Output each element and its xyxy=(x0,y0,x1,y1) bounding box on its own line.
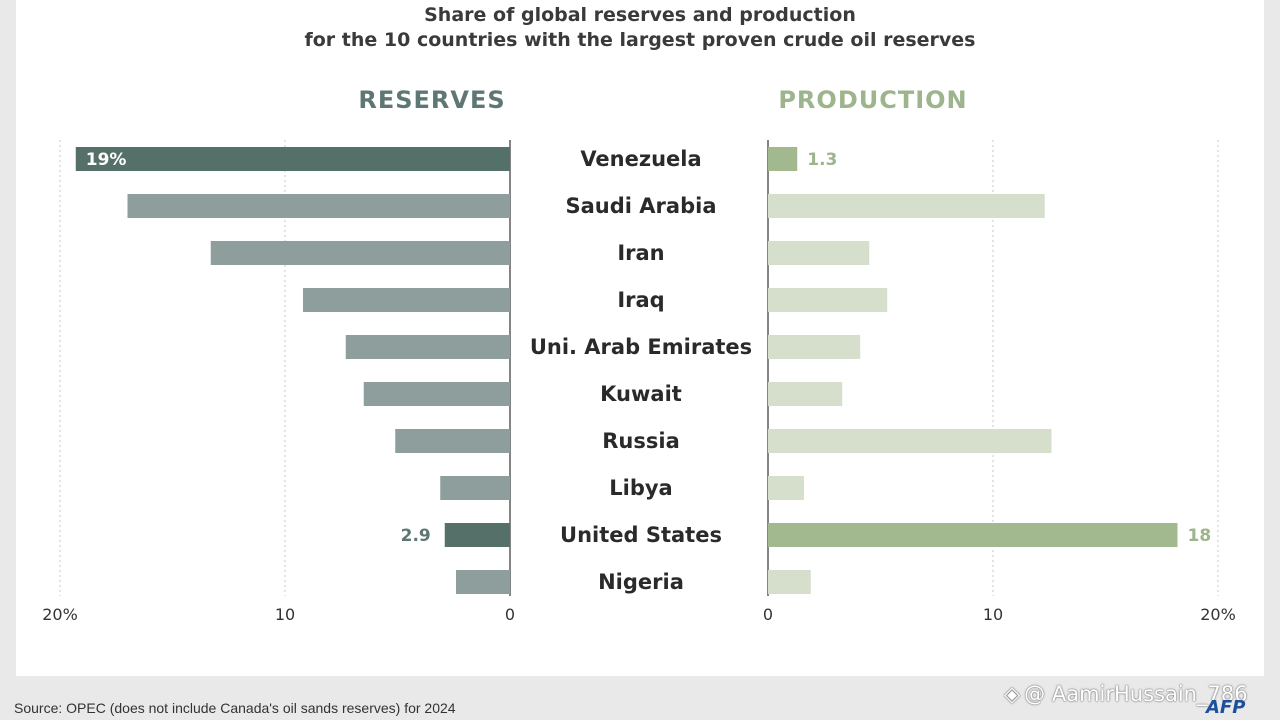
production-bar-united-states xyxy=(768,523,1178,547)
reserves-tick-1: 10 xyxy=(275,605,295,624)
chart-title-line-2: for the 10 countries with the largest pr… xyxy=(304,29,976,51)
reserves-bar-libya xyxy=(440,476,510,500)
category-label-russia: Russia xyxy=(602,429,680,453)
watermark: ◈ @ AamirHussain_786 xyxy=(1004,682,1248,706)
category-label-venezuela: Venezuela xyxy=(580,147,701,171)
reserves-bar-iran xyxy=(210,241,510,265)
production-tick-2: 20% xyxy=(1200,605,1236,624)
chart-plot: RESERVES PRODUCTION Venezuela Saudi Arabia I… xyxy=(42,86,1236,624)
reserves-bar-kuwait xyxy=(363,382,510,406)
production-tick-0: 0 xyxy=(763,605,773,624)
category-label-libya: Libya xyxy=(609,476,672,500)
production-bar-venezuela xyxy=(768,147,798,171)
production-bar-iraq xyxy=(768,288,888,312)
agency-logo: AFP xyxy=(1206,697,1246,718)
category-label-uni-arab-emirates: Uni. Arab Emirates xyxy=(530,335,752,359)
production-header: PRODUCTION xyxy=(778,86,967,114)
category-label-nigeria: Nigeria xyxy=(598,570,684,594)
production-bar-russia xyxy=(768,429,1052,453)
reserves-tick-0: 20% xyxy=(42,605,78,624)
category-label-iran: Iran xyxy=(617,241,664,265)
production-bar-saudi-arabia xyxy=(768,194,1045,218)
category-label-iraq: Iraq xyxy=(617,288,664,312)
data-label-reserves-united-states: 2.9 xyxy=(401,526,431,546)
category-label-kuwait: Kuwait xyxy=(600,382,682,406)
reserves-bar-russia xyxy=(395,429,510,453)
production-bar-kuwait xyxy=(768,382,843,406)
category-label-united-states: United States xyxy=(560,523,722,547)
production-bar-nigeria xyxy=(768,570,811,594)
reserves-bar-nigeria xyxy=(456,570,510,594)
reserves-bar-venezuela xyxy=(75,147,510,171)
reserves-bar-uni-arab-emirates xyxy=(345,335,510,359)
data-label-production-united-states: 18 xyxy=(1188,526,1212,546)
diamond-icon: ◈ xyxy=(1004,682,1021,706)
production-bar-uni-arab-emirates xyxy=(768,335,861,359)
reserves-header: RESERVES xyxy=(358,86,505,114)
reserves-bar-iraq xyxy=(303,288,510,312)
chart-title-line-1: Share of global reserves and production xyxy=(424,4,856,26)
source-note: Source: OPEC (does not include Canada's … xyxy=(14,700,456,716)
production-tick-1: 10 xyxy=(983,605,1003,624)
production-bar-libya xyxy=(768,476,804,500)
reserves-bar-united-states xyxy=(444,523,510,547)
reserves-tick-2: 0 xyxy=(505,605,515,624)
reserves-bar-saudi-arabia xyxy=(127,194,510,218)
chart-frame xyxy=(16,0,1264,676)
category-label-saudi-arabia: Saudi Arabia xyxy=(566,194,717,218)
data-label-reserves-venezuela: 19% xyxy=(86,150,127,170)
production-bar-iran xyxy=(768,241,870,265)
data-label-production-venezuela: 1.3 xyxy=(807,150,837,170)
watermark-text: @ AamirHussain_786 xyxy=(1024,682,1248,706)
